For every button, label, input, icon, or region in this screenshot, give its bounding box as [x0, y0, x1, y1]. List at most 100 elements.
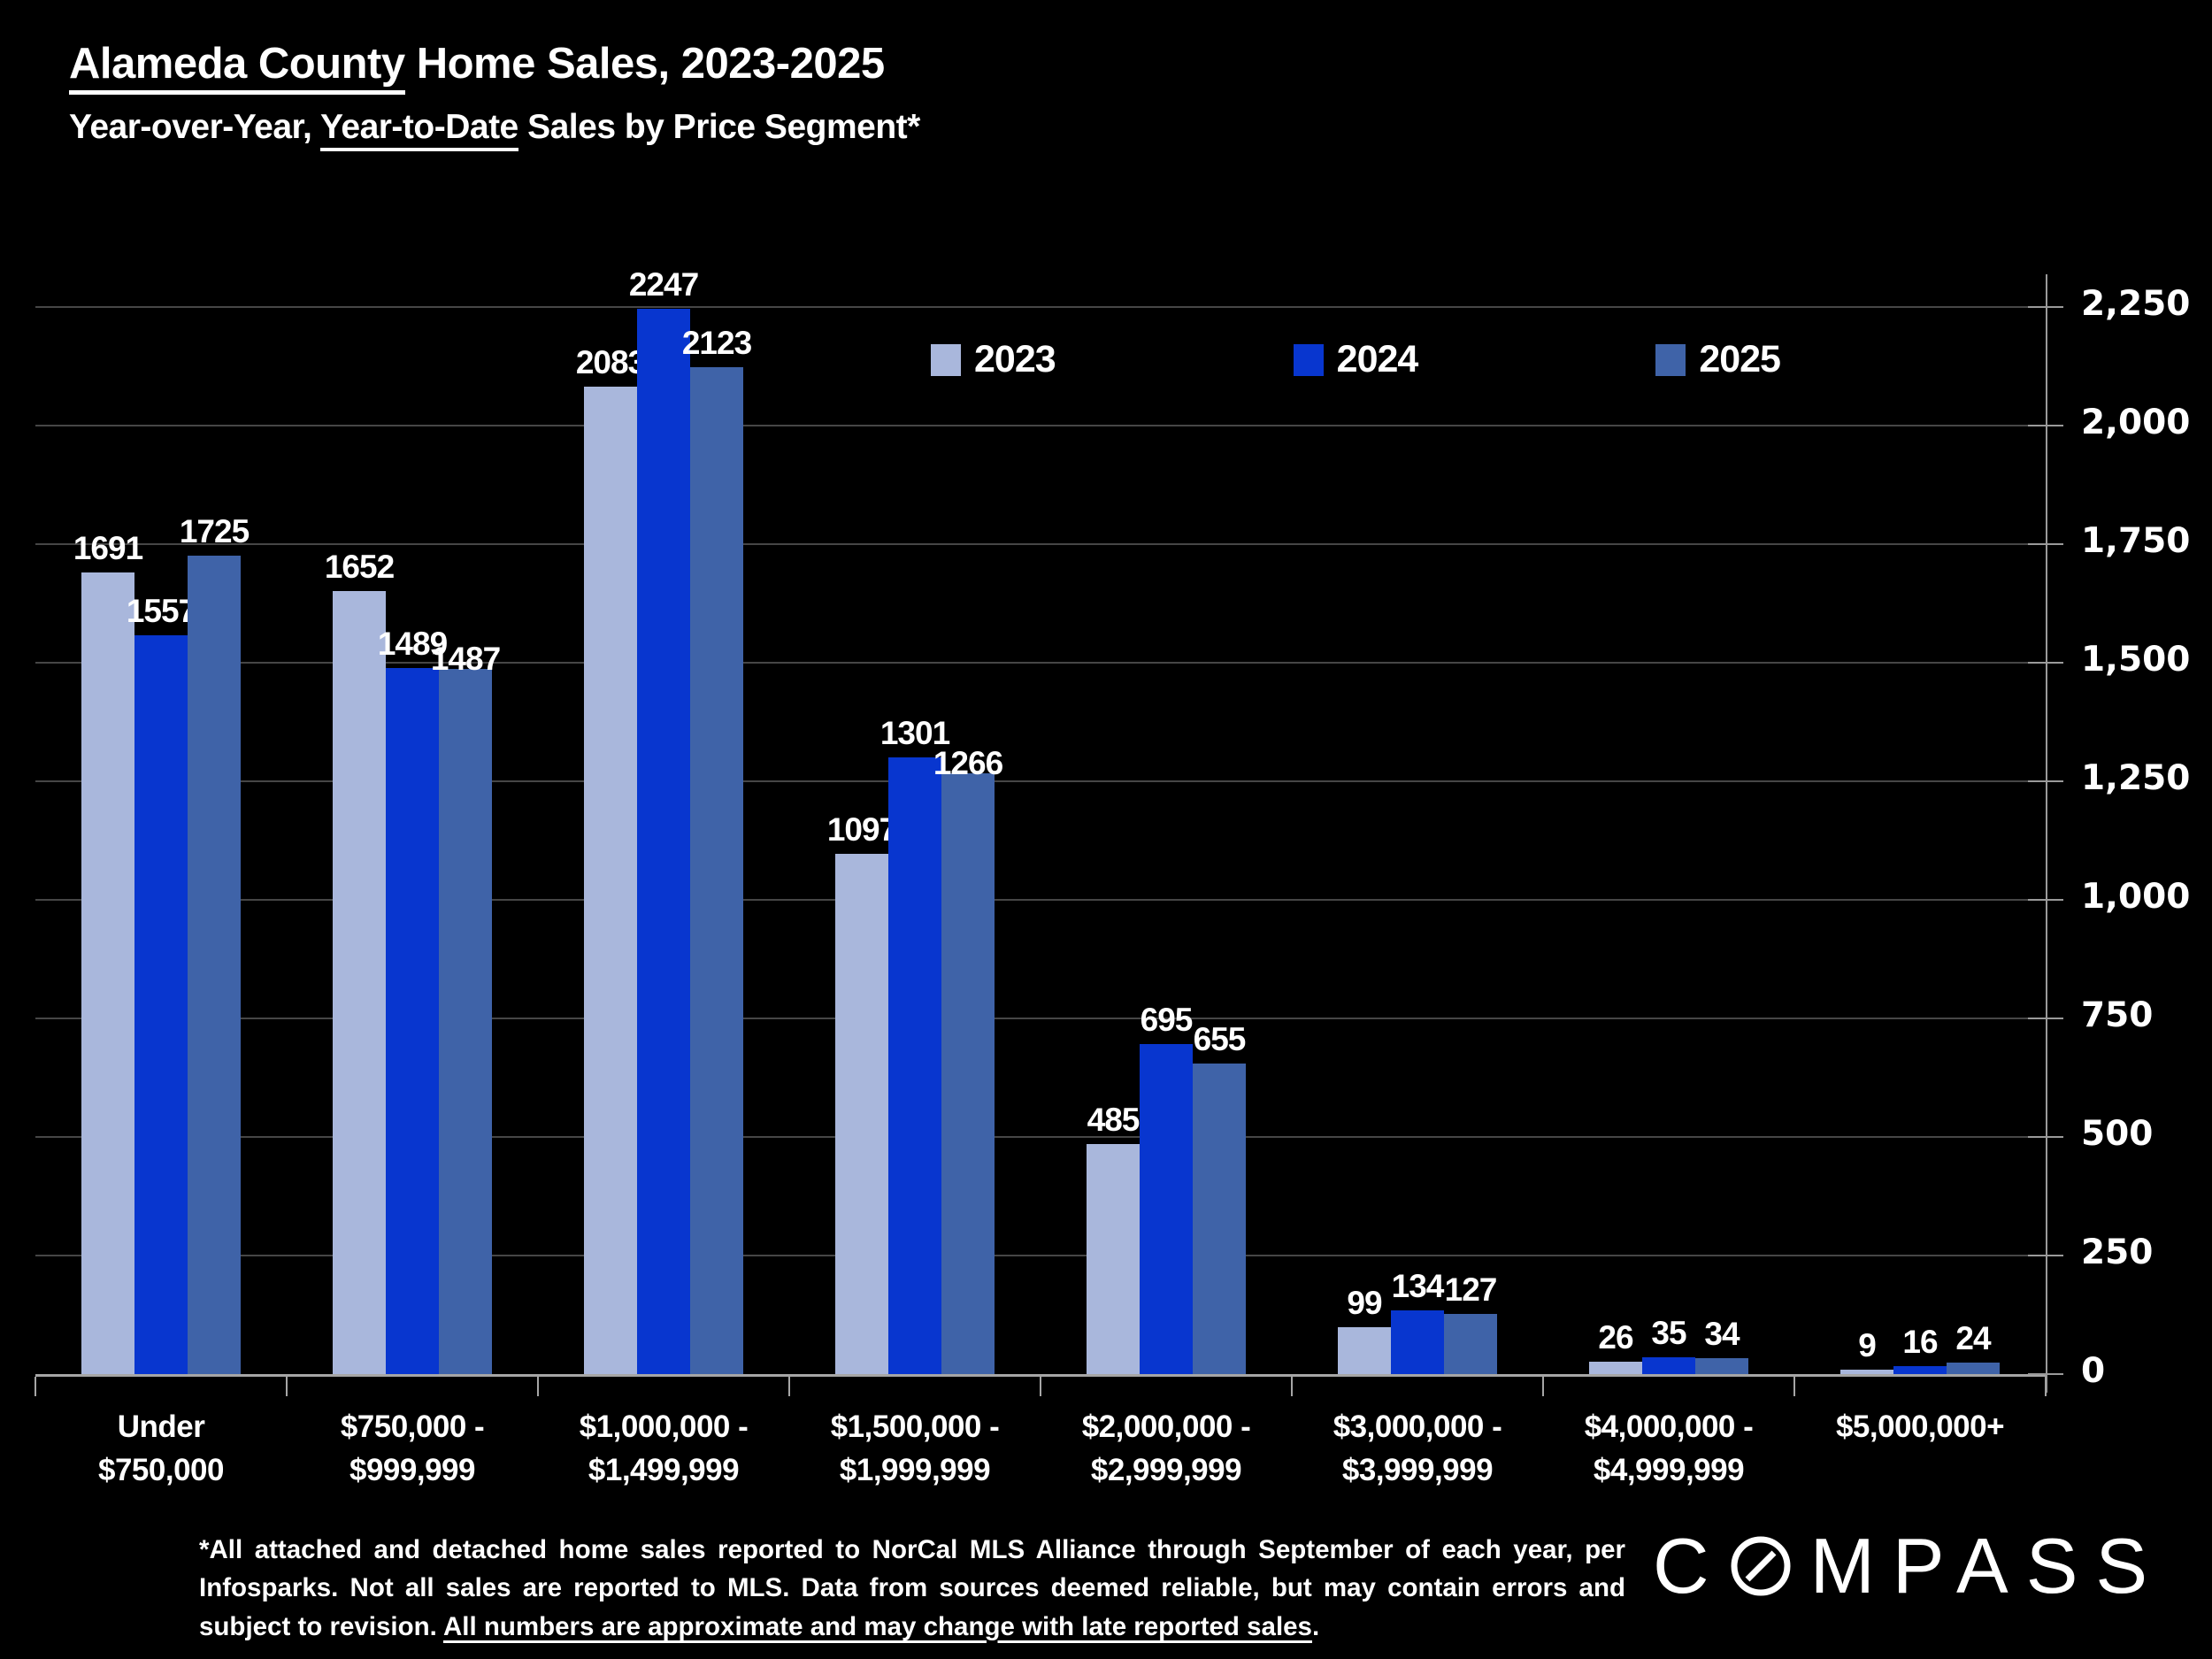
- bar-value-label: 99: [1347, 1285, 1382, 1321]
- legend-item-2024: 2024: [1293, 338, 1419, 381]
- gridline-2250: [35, 306, 2046, 308]
- bar-value-label: 9: [1858, 1327, 1877, 1363]
- y-axis-tick-label: 0: [2081, 1351, 2106, 1391]
- footnote-end: .: [1311, 1611, 1320, 1641]
- gridline-1750: [35, 543, 2046, 545]
- y-axis-tick-1,500: [2028, 662, 2063, 664]
- bar-value-label: 16: [1902, 1324, 1938, 1360]
- category-label-3: $1,500,000 - $1,999,999: [830, 1409, 1000, 1487]
- bar-value-label: 24: [1955, 1320, 1991, 1356]
- category-label-2: $1,000,000 - $1,499,999: [579, 1409, 749, 1487]
- x-axis-tick: [1542, 1377, 1544, 1396]
- bar-2023-group1: [333, 591, 386, 1374]
- bar-value-label: 1691: [73, 530, 143, 566]
- category-label-1: $750,000 - $999,999: [340, 1409, 485, 1487]
- logo-letter-c: C: [1653, 1522, 1727, 1609]
- category-label-5: $3,000,000 - $3,999,999: [1333, 1409, 1502, 1487]
- bar-2025-group6: [1695, 1358, 1748, 1374]
- bar-2023-group2: [584, 387, 637, 1374]
- bar-2024-group3: [888, 757, 941, 1374]
- x-axis-line: [35, 1374, 2046, 1377]
- bar-value-label: 1652: [324, 549, 395, 585]
- bar-value-label: 1301: [879, 715, 950, 751]
- chart-legend: 2023 2024 2025: [931, 338, 1781, 381]
- gridline-2000: [35, 425, 2046, 426]
- bar-2023-group5: [1338, 1327, 1391, 1374]
- category-label-0: Under $750,000: [98, 1409, 224, 1487]
- gridline-1500: [35, 662, 2046, 664]
- footnote-underlined: All numbers are approximate and may chan…: [442, 1611, 1312, 1641]
- y-axis-tick-2,250: [2028, 306, 2063, 308]
- bar-value-label: 2083: [575, 344, 646, 380]
- page-title: Alameda County Home Sales, 2023-2025: [69, 39, 885, 95]
- bar-2024-group6: [1642, 1357, 1695, 1374]
- bar-2023-group0: [81, 572, 134, 1374]
- legend-swatch-2025: [1655, 343, 1686, 376]
- compass-logo: C MPASS: [1653, 1527, 2165, 1605]
- x-axis-tick: [788, 1377, 790, 1396]
- y-axis-tick-1,000: [2028, 899, 2063, 901]
- legend-label-2024: 2024: [1336, 338, 1419, 380]
- bar-value-label: 35: [1651, 1315, 1686, 1351]
- bar-2023-group7: [1840, 1370, 1893, 1374]
- y-axis-tick-0: [2028, 1373, 2063, 1375]
- y-axis-line: [2046, 274, 2047, 1393]
- bar-2023-group6: [1589, 1362, 1642, 1374]
- legend-label-2025: 2025: [1699, 338, 1781, 380]
- category-label-4: $2,000,000 - $2,999,999: [1081, 1409, 1251, 1487]
- y-axis-tick-label: 250: [2081, 1233, 2154, 1272]
- bar-2023-group4: [1087, 1144, 1140, 1374]
- y-axis-tick-label: 750: [2081, 995, 2154, 1035]
- y-axis-tick-label: 1,000: [2081, 877, 2191, 917]
- logo-letters-rest: MPASS: [1809, 1522, 2166, 1609]
- bar-2023-group3: [835, 854, 888, 1374]
- bar-value-label: 1487: [430, 641, 501, 677]
- page-subtitle: Year-over-Year, Year-to-Date Sales by Pr…: [69, 108, 920, 151]
- y-axis-tick-label: 500: [2081, 1114, 2154, 1154]
- y-axis-tick-500: [2028, 1136, 2063, 1138]
- page-title-underlined: Alameda County: [69, 40, 405, 95]
- bar-value-label: 1097: [826, 811, 897, 848]
- bar-2025-group7: [1947, 1363, 2000, 1374]
- bar-2024-group4: [1140, 1044, 1193, 1374]
- legend-swatch-2024: [1293, 343, 1324, 376]
- legend-label-2023: 2023: [974, 338, 1056, 380]
- bar-2025-group2: [690, 367, 743, 1374]
- gridline-500: [35, 1136, 2046, 1138]
- y-axis-tick-1,250: [2028, 780, 2063, 782]
- x-axis-tick: [537, 1377, 539, 1396]
- y-axis-tick-label: 1,750: [2081, 521, 2191, 561]
- y-axis-tick-250: [2028, 1255, 2063, 1256]
- legend-item-2025: 2025: [1655, 338, 1781, 381]
- bar-2025-group3: [941, 773, 995, 1374]
- x-axis-tick: [286, 1377, 288, 1396]
- bar-2025-group5: [1444, 1314, 1497, 1374]
- bar-value-label: 1266: [933, 745, 1003, 781]
- x-axis-tick: [1793, 1377, 1795, 1396]
- legend-item-2023: 2023: [931, 338, 1056, 381]
- y-axis-tick-2,000: [2028, 425, 2063, 426]
- bar-2024-group2: [637, 309, 690, 1374]
- footnote: *All attached and detached home sales re…: [199, 1531, 1625, 1646]
- y-axis-tick-label: 2,250: [2081, 284, 2191, 324]
- gridline-750: [35, 1018, 2046, 1019]
- page-subtitle-pre: Year-over-Year,: [69, 108, 321, 146]
- bar-value-label: 655: [1193, 1021, 1247, 1057]
- bar-value-label: 695: [1140, 1002, 1194, 1038]
- bar-value-label: 127: [1444, 1271, 1498, 1308]
- bar-2024-group0: [134, 635, 188, 1374]
- bar-value-label: 34: [1704, 1316, 1740, 1352]
- gridline-250: [35, 1255, 2046, 1256]
- x-axis-tick: [1291, 1377, 1293, 1396]
- bar-value-label: 26: [1598, 1319, 1633, 1356]
- bar-value-label: 1557: [126, 593, 196, 629]
- bar-2024-group5: [1391, 1310, 1444, 1374]
- bar-value-label: 2123: [681, 325, 752, 361]
- legend-swatch-2023: [931, 343, 961, 376]
- bar-2025-group1: [439, 669, 492, 1374]
- x-axis-tick: [1040, 1377, 1041, 1396]
- bar-2025-group0: [188, 556, 241, 1374]
- page-subtitle-post: Sales by Price Segment*: [518, 108, 920, 146]
- bar-value-label: 134: [1391, 1268, 1445, 1304]
- bar-value-label: 2247: [628, 266, 699, 303]
